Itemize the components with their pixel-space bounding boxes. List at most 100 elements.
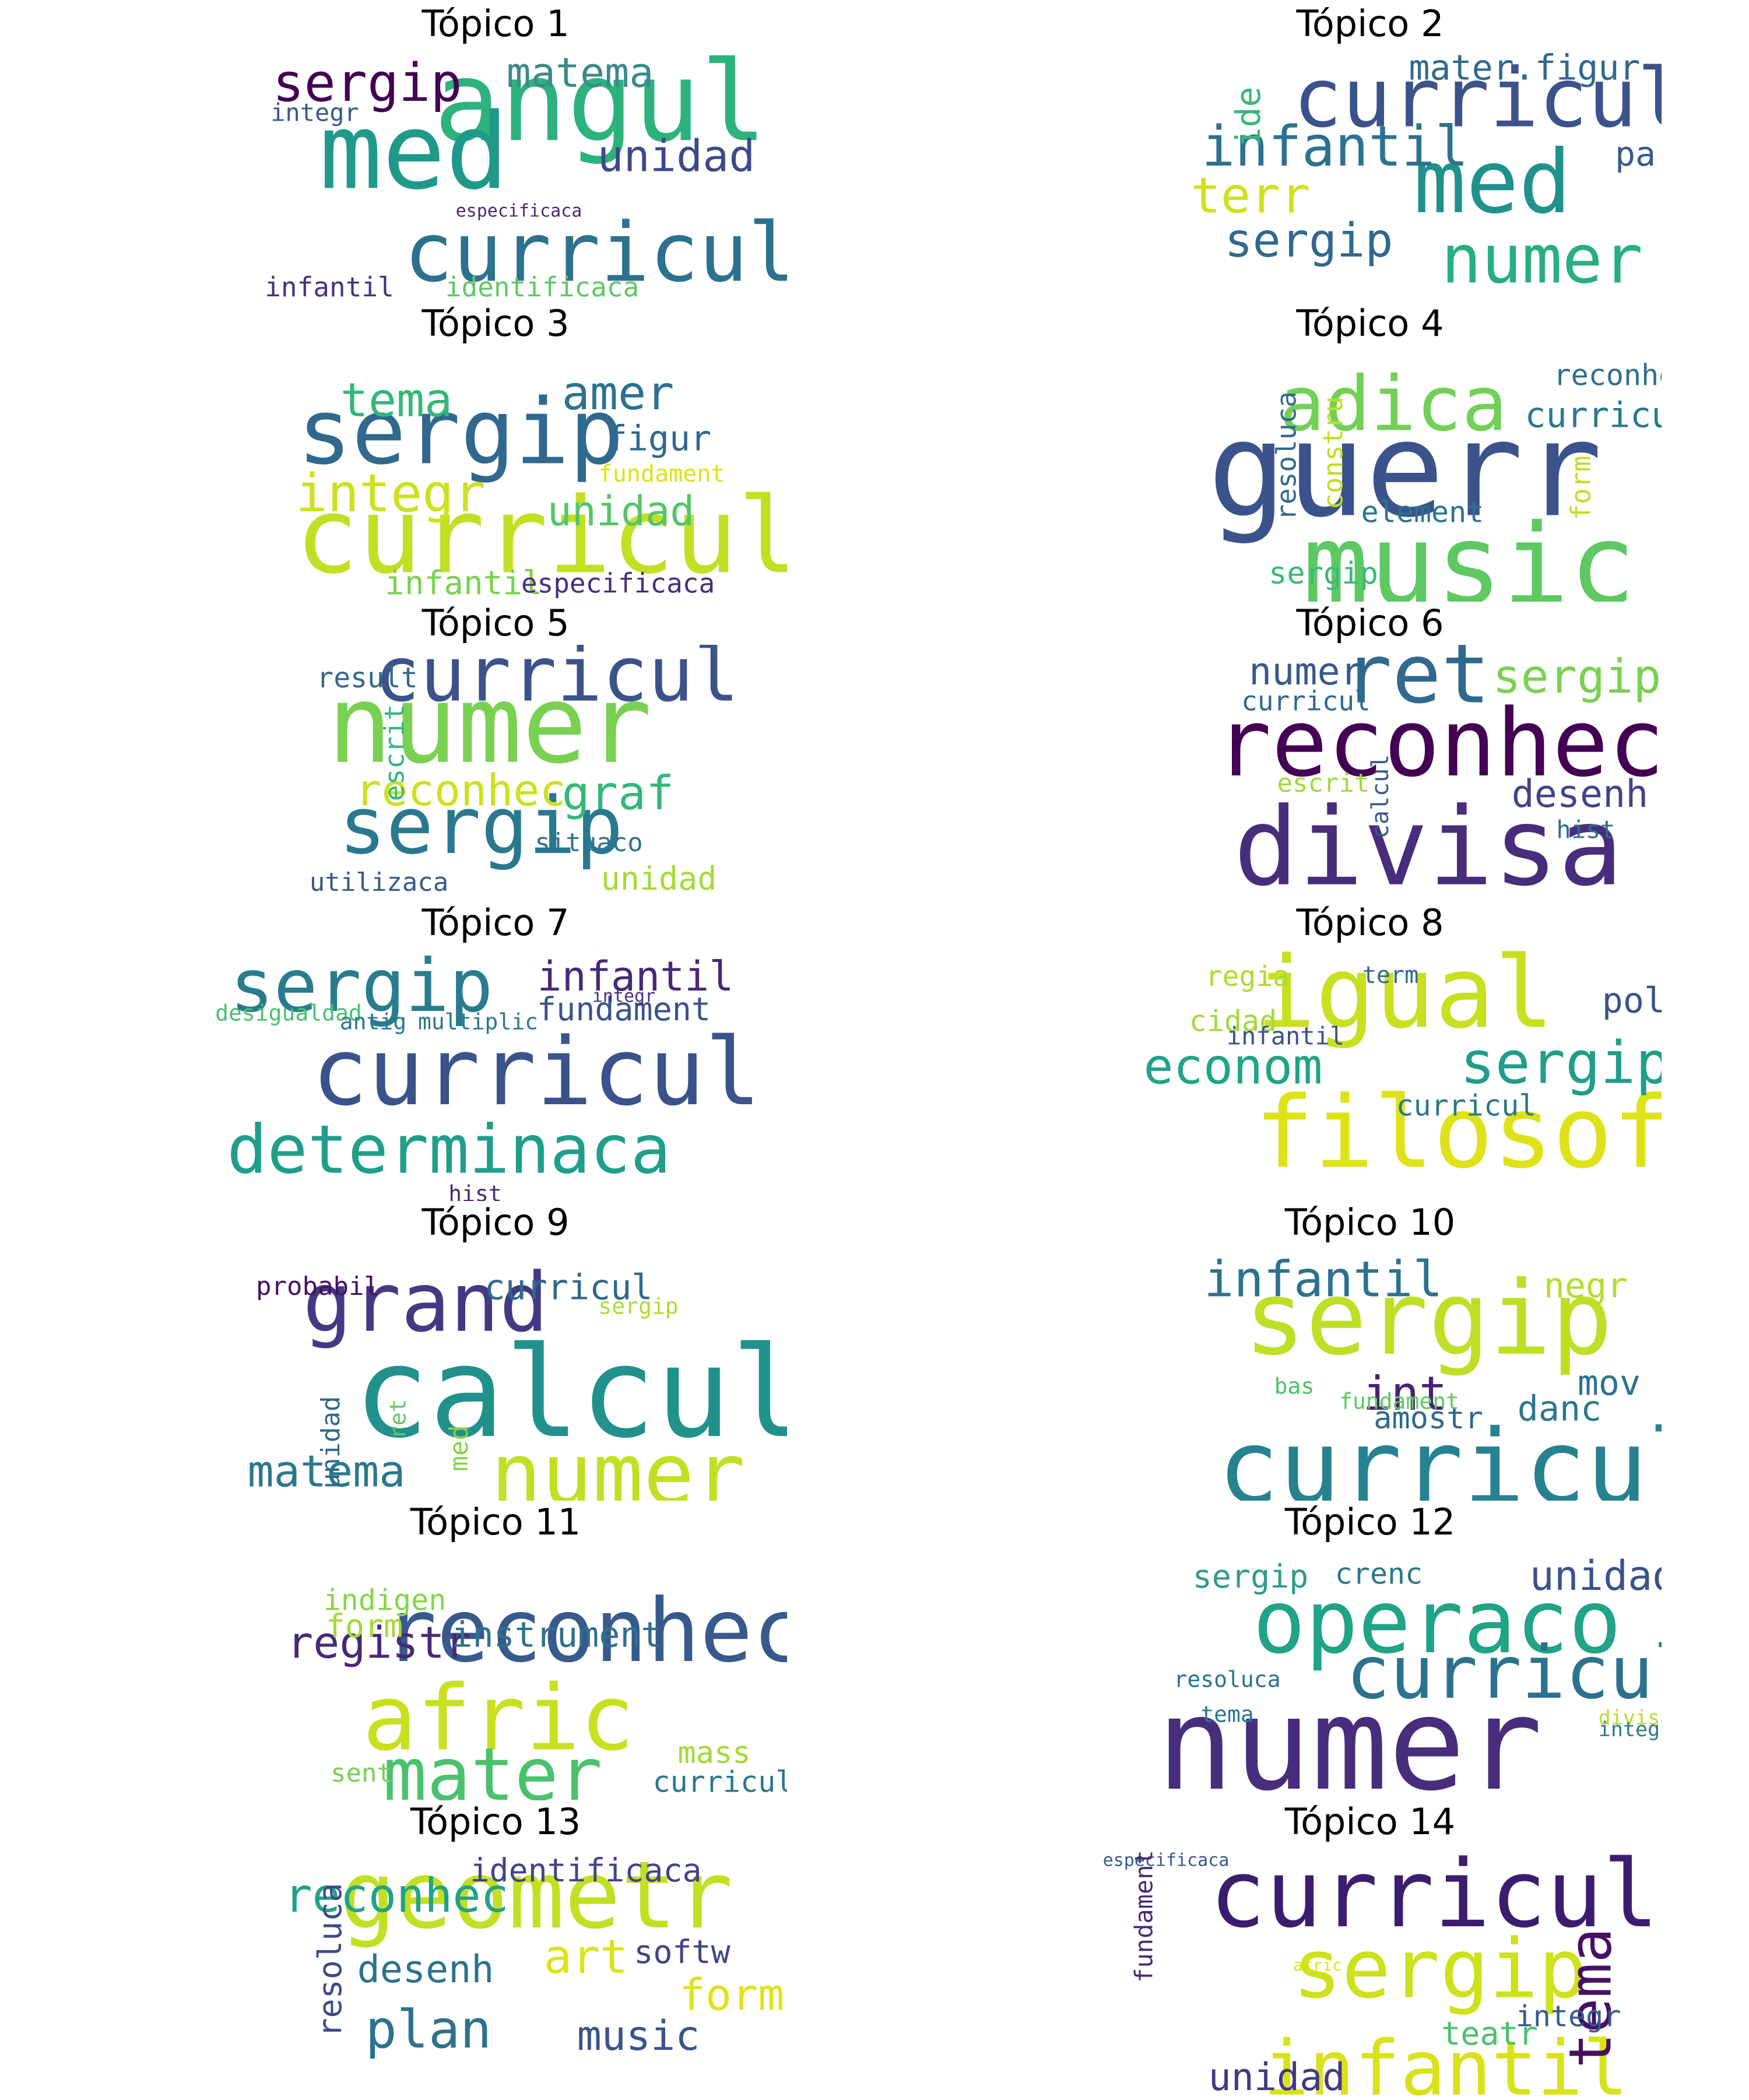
cloud-word: econom — [1143, 1038, 1322, 1095]
cloud-word: ide — [1228, 87, 1268, 148]
cloud-word: unidad — [601, 860, 717, 897]
cloud-word: curricul — [374, 645, 739, 719]
cloud-word: music — [1302, 500, 1636, 602]
cloud-word: poli — [1602, 981, 1662, 1021]
cloud-word: divisa — [1599, 1706, 1662, 1730]
cloud-word: element — [1361, 496, 1484, 529]
topic-title: Tópico 11 — [410, 1501, 581, 1543]
cloud-word: curricul — [1218, 1409, 1662, 1501]
cloud-word: curricul — [312, 1017, 761, 1126]
cloud-word: igual — [1256, 944, 1554, 1051]
cloud-word: term — [1362, 962, 1418, 989]
cloud-word: probabil — [256, 1272, 380, 1301]
cloud-word: integr — [296, 463, 485, 524]
cloud-word: resoluca — [1271, 391, 1302, 521]
cloud-word: med — [319, 91, 508, 213]
cloud-word: numer — [1441, 221, 1643, 299]
cloud-word: numer — [1249, 650, 1363, 694]
cloud-word: unidad — [547, 487, 695, 535]
cloud-word: curricul — [1346, 1631, 1662, 1715]
topic-title: Tópico 4 — [1296, 302, 1444, 345]
cloud-word: reconhec — [1554, 359, 1662, 392]
topic-title: Tópico 12 — [1284, 1501, 1456, 1543]
cloud-word: mater.figur — [1409, 48, 1640, 89]
cloud-word: teatr — [1441, 2015, 1538, 2052]
cloud-word: mass — [677, 1736, 750, 1771]
cloud-word: integr — [1516, 2000, 1621, 2034]
topic-title: Tópico 14 — [1284, 1800, 1456, 1843]
cloud-word: utilizaca — [310, 868, 448, 897]
cloud-word: curricul — [653, 1765, 787, 1799]
cloud-word: danc — [1518, 1389, 1602, 1430]
cloud-word: curricul — [404, 206, 787, 301]
cloud-word: curricul — [1241, 686, 1371, 717]
cloud-word: sergip — [1293, 1922, 1588, 2017]
cloud-word: infantil — [265, 272, 394, 303]
cloud-word: afric — [363, 1665, 635, 1771]
cloud-word: guerr — [1207, 394, 1602, 547]
cloud-word: fundament — [537, 991, 711, 1028]
cloud-word: music — [577, 2012, 700, 2060]
cloud-word: especificaca — [456, 201, 582, 222]
cloud-word: infantil — [537, 953, 733, 1000]
cloud-word: curricul — [1396, 1089, 1537, 1123]
cloud-word: amostr — [1374, 1401, 1483, 1436]
cloud-word: integr — [1599, 1718, 1662, 1741]
cloud-word: fundament — [1339, 1389, 1459, 1414]
cloud-word: ret — [385, 1399, 411, 1439]
topic-panel-9: Tópico 9 grand calcul numer matema curricul pr… — [204, 1201, 787, 1501]
cloud-word: identificaca — [470, 1852, 701, 1889]
cloud-word: escrit — [1277, 768, 1370, 798]
cloud-word: curricul — [296, 475, 787, 597]
cloud-word: situaco — [535, 828, 642, 858]
cloud-word: determinaca — [227, 1111, 671, 1189]
cloud-word: infantil — [385, 564, 542, 602]
cloud-word: art — [544, 1930, 628, 1984]
cloud-word: infantil — [1202, 115, 1469, 179]
cloud-word: matema — [248, 1446, 406, 1497]
cloud-word: sergip — [1244, 1260, 1613, 1378]
topic-title: Tópico 5 — [422, 602, 570, 644]
cloud-word: identificaca — [445, 272, 639, 303]
cloud-word: resoluca — [311, 1883, 349, 2038]
cloud-word: result — [317, 662, 417, 694]
cloud-word: resoluca — [1174, 1667, 1280, 1692]
cloud-word: med — [444, 1425, 474, 1471]
cloud-word: tema — [1200, 1702, 1254, 1727]
cloud-word: sergip — [1493, 649, 1662, 704]
cloud-word: especificaca — [1103, 1850, 1230, 1871]
cloud-word: antig — [340, 1009, 406, 1035]
cloud-word: escrit — [379, 704, 410, 801]
cloud-word: tema — [1556, 1928, 1624, 2069]
topic-title: Tópico 9 — [422, 1201, 570, 1244]
topic-title: Tópico 7 — [422, 901, 570, 944]
topic-panel-3: Tópico 3 curricul sergip integr tema amer figu… — [204, 302, 787, 602]
cloud-word: reconhec — [355, 765, 566, 816]
cloud-word: integr — [271, 99, 359, 127]
topic-panel-10: Tópico 10 sergip curricul infantil negr int mo… — [1079, 1201, 1662, 1501]
cloud-word: adica — [1279, 360, 1507, 448]
cloud-word: sergip — [1193, 1558, 1309, 1595]
cloud-word: calcul — [354, 1319, 787, 1466]
topic-panel-12: Tópico 12 numeroperacocurricul unidad sergi… — [1079, 1501, 1662, 1800]
cloud-word: unidad — [598, 131, 756, 182]
cloud-word: sent — [331, 1758, 392, 1788]
cloud-word: curricul — [484, 1267, 653, 1308]
cloud-word: int — [1363, 1367, 1448, 1421]
cloud-word: numer — [1157, 1670, 1543, 1800]
cloud-word: form — [1565, 456, 1597, 521]
cloud-word: part — [1615, 134, 1662, 174]
topic-title: Tópico 13 — [410, 1800, 581, 1843]
cloud-word: operaco — [1253, 1572, 1621, 1673]
cloud-word: reconhec — [284, 1869, 508, 1923]
cloud-word: hist — [1556, 816, 1615, 844]
